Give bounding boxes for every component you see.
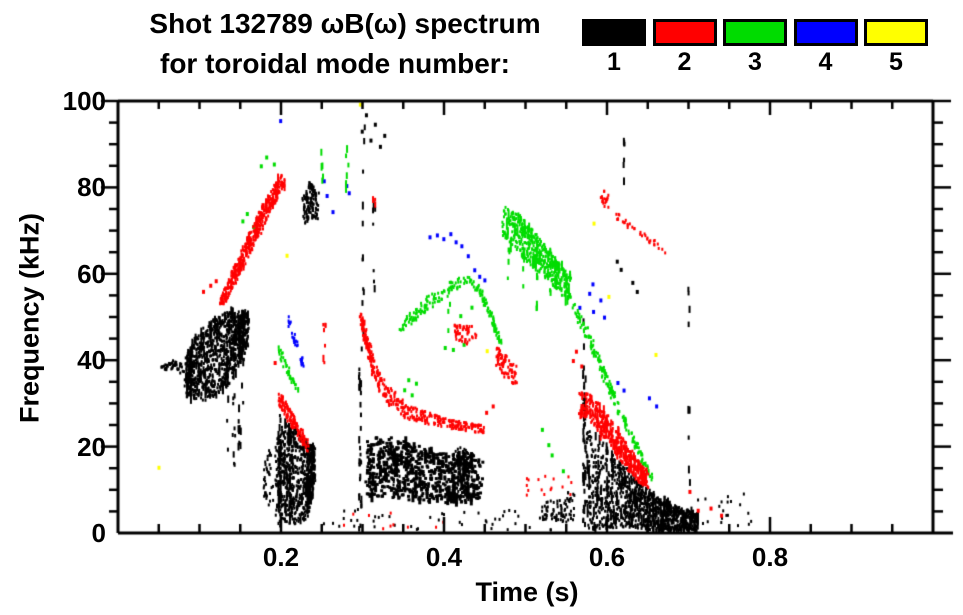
chart-subtitle: for toroidal mode number: [160,48,510,79]
y-tick-label-0: 0 [91,518,106,548]
legend-swatch-mode-3 [723,19,787,46]
y-tick-label-40: 40 [77,345,106,376]
chart-title: Shot 132789 ωB(ω) spectrum [149,8,541,39]
legend-label-mode-3: 3 [748,48,762,76]
x-tick-label-0.2: 0.2 [262,542,300,572]
y-tick-label-20: 20 [77,431,106,462]
y-axis-title: Frequency (kHz) [14,212,45,424]
legend-swatch-mode-5 [864,19,928,46]
x-tick-label-0.8: 0.8 [751,542,789,572]
legend-swatch-mode-2 [652,19,717,46]
legend-label-mode-5: 5 [889,48,903,76]
x-tick-label-0.4: 0.4 [425,542,463,572]
legend-label-mode-1: 1 [607,48,621,76]
legend-label-mode-4: 4 [818,48,833,76]
legend-swatch-mode-1 [582,19,646,46]
legend-label-mode-2: 2 [677,48,692,76]
x-tick-label-0.6: 0.6 [588,542,626,572]
y-tick-label-60: 60 [77,258,106,289]
y-tick-label-80: 80 [77,172,106,203]
legend-swatch-mode-4 [793,19,858,46]
y-tick-label-100: 100 [62,86,106,116]
x-axis-title: Time (s) [475,577,579,607]
